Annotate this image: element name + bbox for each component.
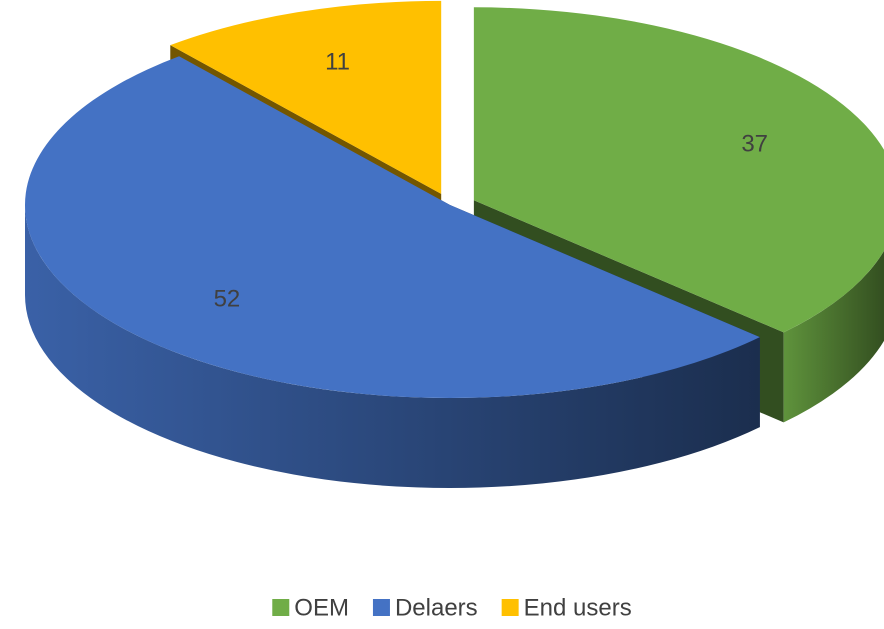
legend-label: End users xyxy=(524,594,632,621)
slice xyxy=(170,0,442,194)
slice-side xyxy=(783,250,884,423)
slice-side xyxy=(25,205,760,488)
data-label: 11 xyxy=(325,48,350,75)
slice xyxy=(24,56,760,399)
legend-swatch xyxy=(501,599,519,616)
slice xyxy=(473,7,884,333)
legend-swatch xyxy=(372,599,390,616)
legend-label: OEM xyxy=(294,594,349,621)
data-label: 52 xyxy=(214,285,241,312)
legend-label: Delaers xyxy=(395,594,478,621)
data-label: 37 xyxy=(741,130,768,157)
outer-walls xyxy=(25,205,884,488)
labels: 37 52 11 xyxy=(214,48,768,312)
legend: OEM Delaers End users xyxy=(272,594,632,621)
tops xyxy=(24,0,884,399)
legend-swatch xyxy=(272,599,290,616)
